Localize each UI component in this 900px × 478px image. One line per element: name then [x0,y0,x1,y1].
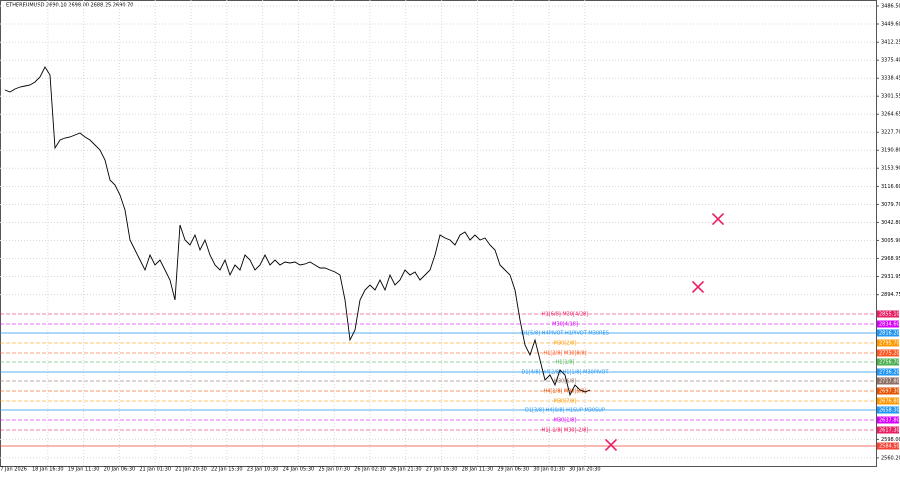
level-price-box [877,349,899,357]
level-price-box [877,387,899,395]
y-tick-label: 3375.40 [881,58,900,64]
y-tick-label: 3153.90 [881,166,900,172]
y-tick-label: 2598.00 [881,437,900,443]
level-price-label: 2736.20 [879,370,900,376]
level-name: D1[3/8] H4[0/8] H1SUP M30SUP [525,408,605,414]
cross-marker [604,438,618,452]
x-tick-label: 25 Jan 07:30 [318,467,350,473]
level-price-label: 2795.70 [879,340,900,346]
y-tick-label: 3486.50 [881,4,900,10]
plot-frame [0,0,877,467]
x-tick-label: 19 Jan 11:30 [68,467,100,473]
level-price-box [877,397,899,405]
y-tick-label: 2560.20 [881,455,900,461]
level-name: H1[6/8] M30[4/28] [542,312,588,318]
level-price-label: 2637.80 [879,418,900,424]
x-tick-label: 24 Jan 05:30 [283,467,315,473]
x-tick-label: 29 Jan 06:30 [497,467,529,473]
level-price-box [877,320,899,328]
level-name: M30[2/8] [554,340,577,346]
y-tick-label: 3042.80 [881,220,900,226]
x-tick-label: 26 Jan 02:30 [354,467,386,473]
level-price-label: 2756.70 [879,360,900,366]
x-tick-label: 21 Jan 01:30 [139,467,171,473]
level-price-box [877,416,899,424]
level-price-label: 2775.20 [879,350,900,356]
x-tick-label: 22 Jan 15:30 [211,467,243,473]
level-price-box [877,368,899,376]
y-tick-label: 3449.60 [881,22,900,28]
x-tick-label: 28 Jan 11:30 [462,467,494,473]
level-name: H1[1/8] [556,360,575,366]
y-tick-label: 3190.80 [881,148,900,154]
x-tick-label: 27 Jan 16:30 [426,467,458,473]
level-price-label: 2816.20 [879,330,900,336]
level-price-box [877,426,899,434]
level-price-label: 2717.80 [879,378,900,384]
cross-marker [691,280,705,294]
level-price-box [877,339,899,347]
level-name: M30[1/8] [554,418,577,424]
level-price-label: 2834.60 [879,322,900,328]
y-tick-label: 3338.45 [881,76,900,82]
x-tick-label: 26 Jan 21:30 [390,467,422,473]
level-price-box [877,442,899,450]
level-price-box [877,329,899,337]
level-price-label: 2584.50 [879,444,900,450]
level-name: H1[-1/8] M30[-2/8] [542,428,589,434]
y-tick-label: 2894.75 [881,292,900,298]
level-price-label: 2658.30 [879,408,900,414]
level-price-box [877,406,899,414]
x-tick-label: 30 Jan 01:30 [533,467,565,473]
y-tick-label: 3264.65 [881,112,900,118]
x-tick-label: 18 Jan 16:30 [32,467,64,473]
level-name: H1[2/8] M30[8/8] [543,350,586,356]
level-price-box [877,310,899,318]
y-tick-label: 3412.25 [881,40,900,46]
level-name: M30[6/8] [554,378,577,384]
level-price-box [877,358,899,366]
x-tick-label: 23 Jan 10:30 [247,467,279,473]
level-name: D1[5/8] H4PIVOT H1PIVOT M30RES [521,330,609,336]
x-tick-label: 20 Jan 06:30 [104,467,136,473]
level-price-label: 2855.10 [879,312,900,318]
y-tick-label: 3079.70 [881,202,900,208]
level-name: M30[4/18] [552,322,578,328]
price-line [4,66,591,397]
level-price-box [877,377,899,385]
x-tick-label: 30 Jan 20:30 [569,467,601,473]
y-tick-label: 3301.55 [881,94,900,100]
y-tick-label: 3116.60 [881,184,900,190]
y-tick-label: 3005.90 [881,238,900,244]
y-tick-label: 3227.70 [881,130,900,136]
level-name: M30[7/8] [554,398,577,404]
level-price-label: 2617.30 [879,428,900,434]
level-name: H4[1/8] M30[5/8] [543,388,586,394]
x-tick-label: 17 Jan 2026 [0,467,27,473]
y-tick-label: 2931.95 [881,274,900,280]
level-name: D1[4/8] H4[2/8] H1[1/8] M30PIVOT [521,370,609,376]
level-price-label: 2676.80 [879,398,900,404]
cross-marker [711,212,725,226]
y-tick-label: 2968.95 [881,256,900,262]
x-tick-label: 21 Jan 20:30 [175,467,207,473]
level-price-label: 2697.30 [879,388,900,394]
